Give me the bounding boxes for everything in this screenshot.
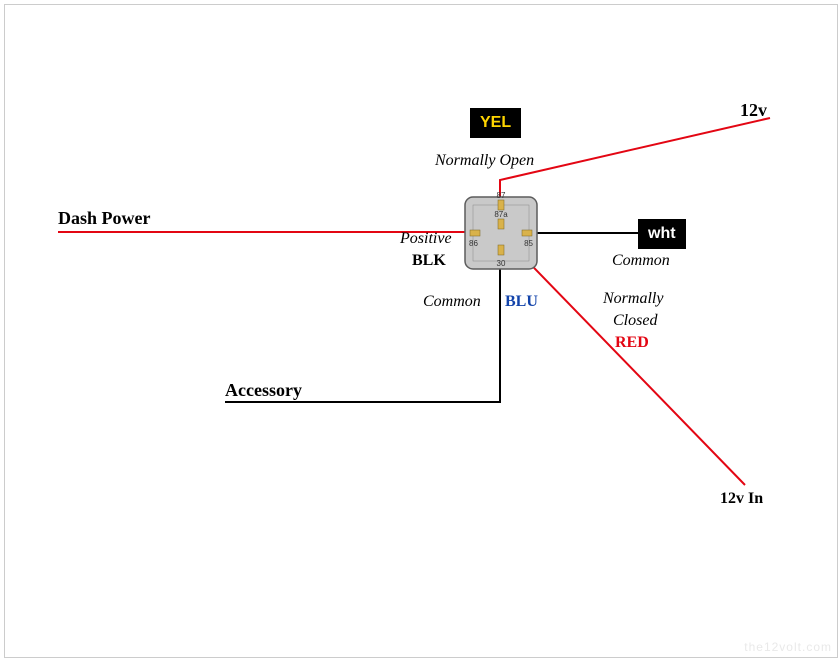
label-12v-in: 12v In — [720, 490, 763, 508]
label-normally-open: Normally Open — [435, 152, 534, 170]
label-normally: Normally — [603, 290, 663, 308]
label-red: RED — [615, 334, 649, 352]
svg-text:86: 86 — [469, 239, 478, 248]
label-positive: Positive — [400, 230, 452, 248]
svg-text:87: 87 — [497, 191, 506, 200]
badge-yel: YEL — [470, 108, 521, 138]
wiring-layer: 87 87a 86 85 30 — [0, 0, 840, 660]
svg-text:30: 30 — [497, 259, 506, 268]
label-12v: 12v — [740, 100, 767, 121]
svg-text:87a: 87a — [494, 210, 508, 219]
svg-text:85: 85 — [524, 239, 533, 248]
label-dash-power: Dash Power — [58, 208, 151, 229]
wire-12v-top — [500, 118, 770, 197]
label-common-right: Common — [612, 252, 670, 270]
watermark: the12volt.com — [744, 640, 832, 654]
badge-wht-text: wht — [648, 225, 676, 242]
label-closed: Closed — [613, 312, 657, 330]
badge-yel-text: YEL — [480, 114, 511, 131]
label-blu: BLU — [505, 293, 538, 311]
label-blk: BLK — [412, 252, 446, 270]
wire-12v-in — [507, 240, 745, 485]
label-accessory: Accessory — [225, 380, 302, 401]
label-common-left: Common — [423, 293, 481, 311]
badge-wht: wht — [638, 219, 686, 249]
relay-socket: 87 87a 86 85 30 — [465, 191, 537, 269]
